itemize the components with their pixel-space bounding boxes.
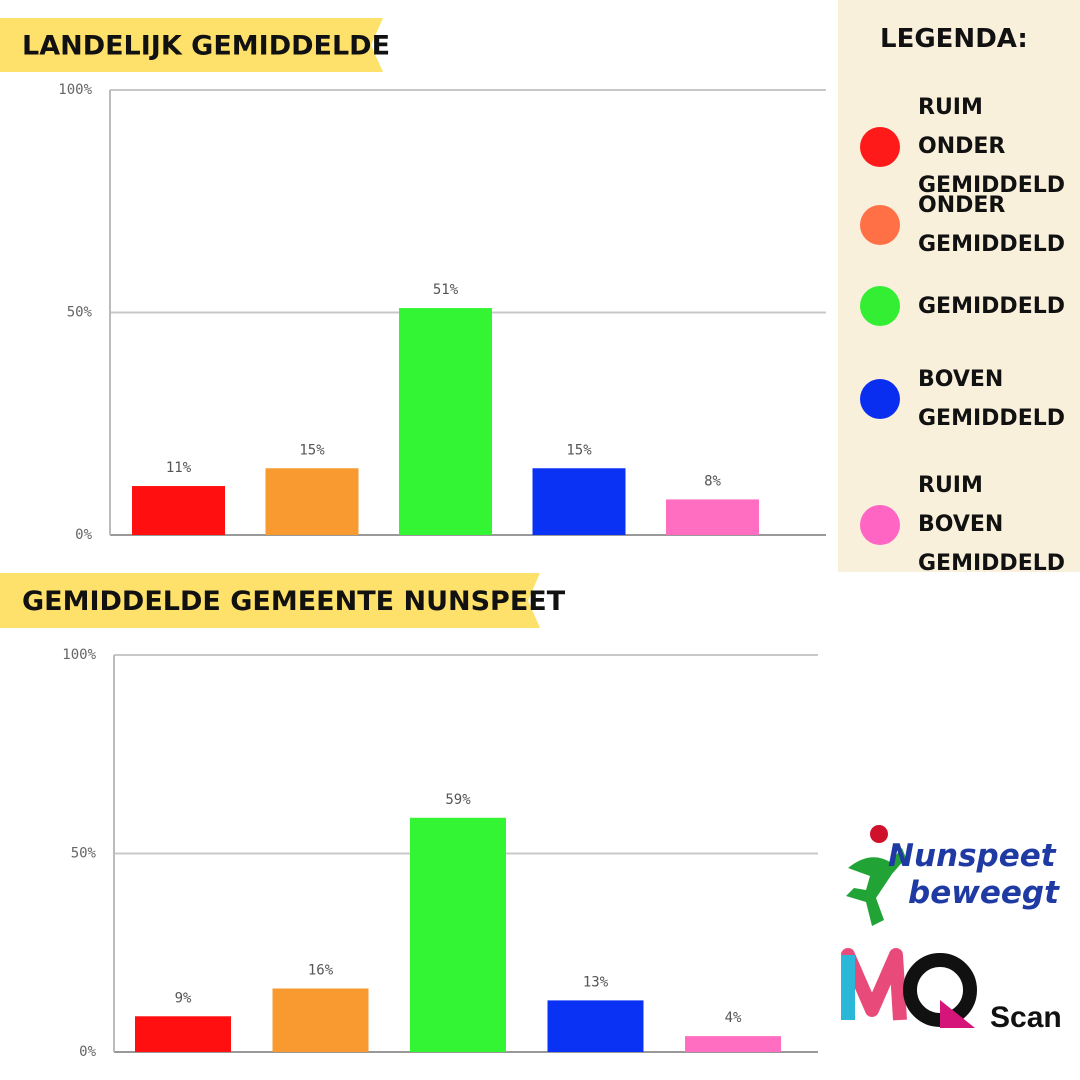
bar [272,988,369,1052]
value-label: 9% [175,990,192,1006]
y-tick-label: 100% [62,647,96,663]
logo-scan: Scan [990,1001,1062,1034]
bar [265,468,359,535]
legend-item: ONDER GEMIDDELD [860,186,1068,264]
value-label: 13% [583,974,609,990]
legend-dot [860,205,900,245]
logo-m [841,948,907,1021]
bar [547,1000,644,1052]
y-tick-label: 100% [58,82,92,98]
bar [135,1016,231,1052]
value-label: 8% [704,473,721,489]
bar [410,817,506,1052]
logo-q-tail [940,1000,975,1028]
value-label: 4% [725,1010,742,1026]
legend-item: RUIM BOVEN GEMIDDELD [860,466,1068,583]
legend-item: RUIM ONDER GEMIDDELD [860,88,1068,205]
legend-title: LEGENDA: [880,24,1028,54]
value-label: 59% [445,792,471,808]
bar [685,1036,781,1052]
bar [666,499,759,535]
bar [399,308,492,535]
y-tick-label: 50% [67,305,93,321]
legend-dot [860,379,900,419]
logo-text: Nunspeet [888,838,1057,874]
mq-logo: MQ Scan [841,948,1062,1034]
bar [132,486,225,535]
y-tick-label: 0% [75,527,92,543]
legend-dot [860,286,900,326]
title-banner [0,18,383,72]
legend: LEGENDA: RUIM ONDER GEMIDDELD ONDER GEMID… [838,0,1080,576]
y-tick-label: 50% [71,846,97,862]
y-tick-label: 0% [79,1044,96,1060]
chart-title: GEMIDDELDE GEMEENTE NUNSPEET [22,586,566,617]
chart-title: LANDELIJK GEMIDDELDE [22,31,390,62]
legend-item: BOVEN GEMIDDELD [860,360,1068,438]
logo-text: beweegt [908,875,1060,911]
bar [532,468,626,535]
legend-label: RUIM ONDER GEMIDDELD [918,95,1065,198]
value-label: 11% [166,460,192,476]
legend-label: GEMIDDELD [918,293,1065,319]
value-label: 51% [433,282,459,298]
legend-label: BOVEN GEMIDDELD [918,367,1065,431]
legend-label: RUIM BOVEN GEMIDDELD [918,473,1065,576]
title-banner [0,573,540,628]
legend-item: GEMIDDELD [860,286,1068,326]
legend-dot [860,504,900,545]
logo-dot [870,825,888,843]
value-label: 15% [566,442,592,458]
value-label: 16% [308,962,334,978]
value-label: 15% [299,442,325,458]
legend-label: ONDER GEMIDDELD [918,193,1065,257]
nunspeet-logo: Nunspeet beweegt [846,825,1060,926]
logo-figure [846,848,906,926]
legend-dot [860,126,900,167]
